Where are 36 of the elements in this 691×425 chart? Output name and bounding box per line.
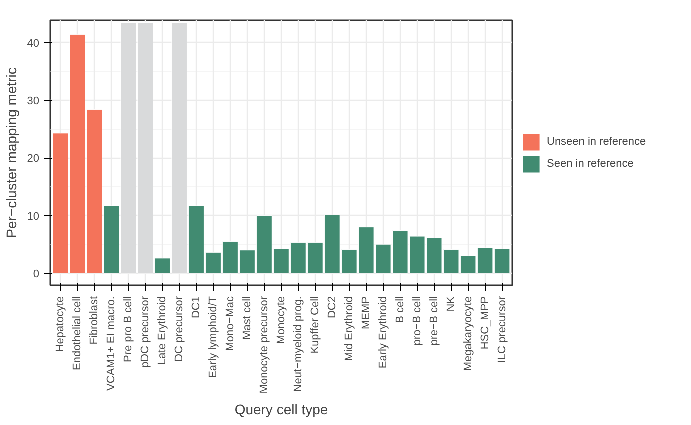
legend-label: Unseen in reference <box>547 136 646 148</box>
x-tick-label: VCAM1+ EI macro. <box>106 296 118 391</box>
x-tick-label: DC1 <box>190 296 203 319</box>
x-tick-label: Monocyte <box>276 296 288 344</box>
x-tick-label: MEMP <box>360 296 372 330</box>
x-tick-label: Hepatocyte <box>54 296 67 352</box>
y-axis-title: Per−cluster mapping metric <box>3 68 20 238</box>
x-tick-label: Fibroblast <box>88 296 101 345</box>
x-tick-label: Late Erythroid <box>156 296 169 365</box>
x-tick-label: Mono−Mac <box>224 296 237 352</box>
x-tick-label: Monocyte precursor <box>258 296 271 394</box>
x-tick-label: DC2 <box>326 296 338 319</box>
x-tick-label: pro−B cell <box>411 296 424 346</box>
y-tick-label: 40 <box>27 38 40 50</box>
x-tick-label: Megakaryocyte <box>462 296 474 372</box>
legend-label: Seen in reference <box>547 158 634 170</box>
x-tick-label: NK <box>445 296 458 312</box>
x-tick-label: Endothelial cell <box>72 296 84 370</box>
x-tick-label: Early lymphoid/T <box>208 296 220 378</box>
x-tick-label: Neut−myeloid prog. <box>292 296 304 392</box>
x-tick-label: Early Erythroid <box>377 296 390 369</box>
x-tick-label: ILC precursor <box>496 296 508 364</box>
y-tick-label: 20 <box>27 153 40 166</box>
y-tick-label: 0 <box>33 268 40 280</box>
y-tick-label: 30 <box>27 96 40 108</box>
y-tick-label: 10 <box>27 210 40 223</box>
x-axis-title: Query cell type <box>234 402 328 418</box>
x-tick-label: Mid Erythroid <box>343 296 356 362</box>
x-tick-label: pre−B cell <box>428 296 440 346</box>
x-tick-label: pDC precursor <box>140 296 152 368</box>
x-tick-label: Kupffer Cell <box>309 296 322 354</box>
x-tick-label: DC precursor <box>174 296 186 362</box>
x-tick-label: B cell <box>394 296 406 324</box>
x-tick-label: Mast cell <box>242 296 254 340</box>
x-tick-label: HSC_MPP <box>479 296 492 350</box>
x-tick-label: Pre pro B cell <box>122 296 135 363</box>
